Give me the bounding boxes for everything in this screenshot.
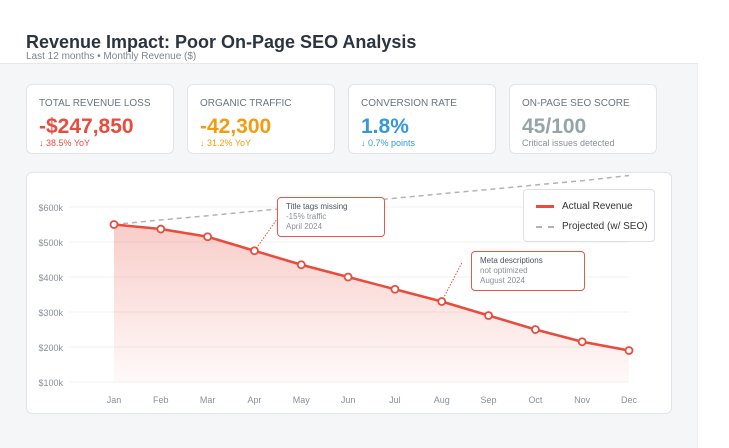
data-point <box>484 311 493 320</box>
x-tick-label: May <box>293 395 311 405</box>
dashed-line-icon <box>536 225 554 228</box>
kpi-card: ON-PAGE SEO SCORE 45/100 Critical issues… <box>509 84 657 154</box>
data-point <box>437 297 447 306</box>
x-tick-label: Sep <box>481 395 497 405</box>
legend-projected: Projected (w/ SEO) <box>536 221 648 232</box>
data-point <box>250 246 259 256</box>
data-point <box>203 232 213 242</box>
data-point <box>296 260 306 270</box>
kpi-value: -42,300 <box>200 115 272 138</box>
kpi-card: ORGANIC TRAFFIC -42,300 ↓ 31.2% YoY <box>187 84 335 154</box>
x-tick-label: Jul <box>389 395 401 405</box>
x-tick-label: Jan <box>107 395 122 405</box>
annotation-date: August 2024 <box>480 276 525 285</box>
kpi-change: ↓ 31.2% YoY <box>200 138 252 148</box>
legend-actual: Actual Revenue <box>536 201 633 212</box>
legend-label: Projected (w/ SEO) <box>562 221 648 232</box>
annotation-date: April 2024 <box>286 222 323 231</box>
x-tick-label: Feb <box>153 395 169 405</box>
kpi-value: -$247,850 <box>39 115 134 138</box>
x-tick-label: Nov <box>574 395 591 405</box>
kpi-label: CONVERSION RATE <box>361 98 457 109</box>
kpi-label: TOTAL REVENUE LOSS <box>39 98 151 109</box>
annotation-title-tags: Title tags missing -15% traffic April 20… <box>277 197 385 237</box>
y-tick-label: $500k <box>38 238 63 248</box>
x-tick-label: Dec <box>621 395 638 405</box>
kpi-value: 1.8% <box>361 115 409 138</box>
y-tick-label: $400k <box>38 273 63 283</box>
kpi-change: ↓ 0.7% points <box>361 138 416 148</box>
annotation-connector <box>441 262 463 302</box>
dashboard: Revenue Impact: Poor On-Page SEO Analysi… <box>0 0 698 414</box>
data-point <box>156 224 166 234</box>
annotation-title: Meta descriptions <box>480 256 543 265</box>
data-point <box>577 337 587 347</box>
data-point <box>624 346 634 355</box>
actual-line <box>113 223 630 352</box>
annotation-detail: not optimized <box>480 266 528 275</box>
data-point <box>343 272 353 282</box>
data-point <box>109 220 119 229</box>
header: Revenue Impact: Poor On-Page SEO Analysi… <box>0 0 698 64</box>
annotation-title: Title tags missing <box>286 202 348 211</box>
chart-svg: $100k $200k $300k $400k $500k $600k Jan Feb Mar A… <box>38 174 638 405</box>
x-tick-label: Jun <box>341 395 356 405</box>
kpi-label: ORGANIC TRAFFIC <box>200 98 292 109</box>
page-title: Revenue Impact: Poor On-Page SEO Analysi… <box>26 32 417 52</box>
kpi-label: ON-PAGE SEO SCORE <box>522 98 630 109</box>
kpi-card: TOTAL REVENUE LOSS -$247,850 ↓ 38.5% YoY <box>26 84 174 154</box>
legend-label: Actual Revenue <box>562 201 633 212</box>
data-point <box>530 325 540 334</box>
x-tick-label: Apr <box>247 395 261 405</box>
page-subtitle: Last 12 months • Monthly Revenue ($) <box>26 51 197 62</box>
x-tick-label: Oct <box>528 395 543 405</box>
y-tick-label: $600k <box>38 203 63 213</box>
kpi-change: Critical issues detected <box>522 138 615 148</box>
chart-legend: Actual Revenue Projected (w/ SEO) <box>523 189 655 242</box>
x-tick-label: Mar <box>200 395 216 405</box>
x-tick-label: Aug <box>434 395 450 405</box>
solid-line-icon <box>536 205 554 208</box>
revenue-area <box>114 224 629 382</box>
y-tick-label: $300k <box>38 308 63 318</box>
y-tick-label: $100k <box>38 378 63 388</box>
revenue-chart: $100k $200k $300k $400k $500k $600k Jan Feb Mar A… <box>26 172 672 414</box>
kpi-value: 45/100 <box>522 115 587 138</box>
data-point <box>390 284 400 294</box>
annotation-detail: -15% traffic <box>286 212 327 221</box>
annotation-meta-descriptions: Meta descriptions not optimized August 2… <box>471 251 585 291</box>
y-tick-label: $200k <box>38 343 63 353</box>
kpi-change: ↓ 38.5% YoY <box>39 138 91 148</box>
kpi-card: CONVERSION RATE 1.8% ↓ 0.7% points <box>348 84 496 154</box>
